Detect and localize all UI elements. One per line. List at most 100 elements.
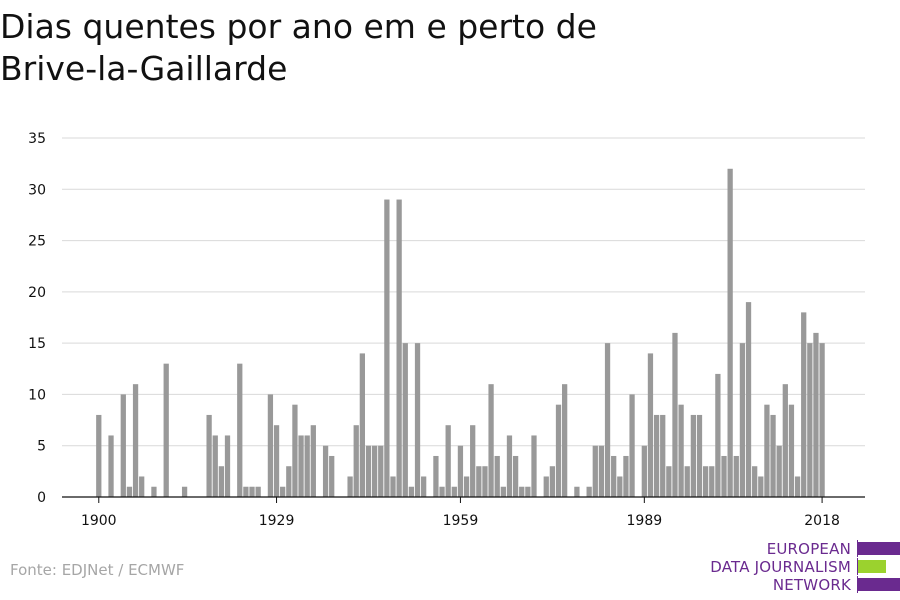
bar-2003 xyxy=(727,168,733,497)
bar-1961 xyxy=(470,425,476,497)
bar-1978 xyxy=(574,486,580,497)
bar-2004 xyxy=(733,455,739,497)
bar-1987 xyxy=(629,394,635,497)
bar-2015 xyxy=(801,312,807,497)
bar-1931 xyxy=(286,466,292,497)
bar-1997 xyxy=(690,414,697,497)
bar-1919 xyxy=(212,435,218,497)
chart-title: Dias quentes por ano em e perto de Brive… xyxy=(0,6,700,90)
bar-1909 xyxy=(151,486,157,497)
bar-1946 xyxy=(378,445,384,497)
bar-1938 xyxy=(329,455,335,497)
bar-2012 xyxy=(782,384,788,497)
y-tick-label: 25 xyxy=(28,234,46,250)
bar-2010 xyxy=(770,414,776,497)
bar-1933 xyxy=(298,435,304,497)
bar-2017 xyxy=(813,332,819,497)
bar-1969 xyxy=(519,486,525,497)
x-tick-label: 1929 xyxy=(259,513,295,529)
logo-row-3: NETWORK xyxy=(773,576,900,594)
bar-1996 xyxy=(684,466,690,497)
chart-title-line-1: Dias quentes por ano em e perto de xyxy=(0,7,597,46)
logo-line-1: EUROPEAN xyxy=(766,539,851,558)
bar-1970 xyxy=(525,486,531,497)
bar-2013 xyxy=(788,404,795,497)
bar-1925 xyxy=(249,486,255,497)
bar-1914 xyxy=(181,486,188,497)
x-tick-label: 1900 xyxy=(81,513,117,529)
bar-1984 xyxy=(611,455,617,497)
bar-1926 xyxy=(255,486,261,497)
bar-1930 xyxy=(280,486,286,497)
bar-2009 xyxy=(764,404,770,497)
bar-1965 xyxy=(494,455,500,497)
bar-1991 xyxy=(653,414,660,497)
bar-1947 xyxy=(384,199,390,498)
bar-1959 xyxy=(457,445,464,497)
logo-bar-purple xyxy=(858,542,900,555)
bar-1944 xyxy=(365,445,372,497)
bar-1971 xyxy=(531,435,537,497)
bar-1956 xyxy=(439,486,445,497)
bar-1999 xyxy=(702,466,709,497)
bar-2011 xyxy=(776,445,782,497)
bar-1985 xyxy=(617,476,623,497)
bar-1934 xyxy=(304,435,310,497)
bar-2006 xyxy=(745,302,752,497)
x-tick-label: 2018 xyxy=(804,513,840,529)
bar-1949 xyxy=(396,199,402,498)
y-tick-label: 35 xyxy=(28,131,46,147)
logo-line-2: DATA JOURNALISM xyxy=(710,557,851,576)
bar-2000 xyxy=(709,466,715,497)
source-note: Fonte: EDJNet / ECMWF xyxy=(10,561,185,579)
y-tick-label: 15 xyxy=(28,336,46,352)
bar-1990 xyxy=(647,353,654,497)
bar-1976 xyxy=(562,384,568,497)
x-tick-label: 1959 xyxy=(443,513,479,529)
bar-1995 xyxy=(678,404,684,497)
bars xyxy=(96,168,825,498)
bar-1973 xyxy=(543,476,549,497)
bar-1920 xyxy=(218,466,225,497)
y-tick-label: 0 xyxy=(37,490,46,506)
bar-2018 xyxy=(819,343,825,497)
bar-1962 xyxy=(476,466,482,497)
bar-1937 xyxy=(322,445,329,497)
logo-row-2: DATA JOURNALISM xyxy=(710,557,900,576)
bar-1902 xyxy=(108,435,114,497)
bar-1989 xyxy=(641,445,647,497)
bar-1935 xyxy=(310,425,316,497)
bar-1948 xyxy=(390,476,396,497)
bar-2007 xyxy=(752,466,758,497)
bar-1918 xyxy=(206,414,212,497)
bar-1974 xyxy=(549,466,556,497)
bar-1921 xyxy=(224,435,231,497)
axes: 0 5 10 15 20 25 30 35 1900 1929 1959 1989 2018 xyxy=(28,131,865,529)
bar-1928 xyxy=(267,394,274,497)
bar-1960 xyxy=(463,476,470,497)
bar-1905 xyxy=(126,486,133,497)
logo-bar-purple xyxy=(858,578,900,591)
bar-1975 xyxy=(555,404,562,497)
bar-2016 xyxy=(807,343,813,497)
bar-1993 xyxy=(666,466,672,497)
bar-2005 xyxy=(739,343,746,497)
bar-1994 xyxy=(672,332,678,497)
bar-2001 xyxy=(715,373,721,497)
bar-1951 xyxy=(408,486,415,497)
bar-1955 xyxy=(433,455,439,497)
bar-1967 xyxy=(506,435,513,497)
bar-1966 xyxy=(500,486,506,497)
logo-bar-green xyxy=(858,560,886,573)
bar-1943 xyxy=(359,353,365,497)
logo-separator xyxy=(857,576,858,593)
bar-1998 xyxy=(696,414,703,497)
y-tick-label: 30 xyxy=(28,182,46,198)
bar-1980 xyxy=(586,486,592,497)
bar-2008 xyxy=(758,476,764,497)
y-tick-label: 10 xyxy=(28,387,46,403)
bar-1924 xyxy=(243,486,249,497)
x-tick-label: 1989 xyxy=(627,513,663,529)
bar-1906 xyxy=(132,384,139,497)
bar-1983 xyxy=(604,343,611,497)
